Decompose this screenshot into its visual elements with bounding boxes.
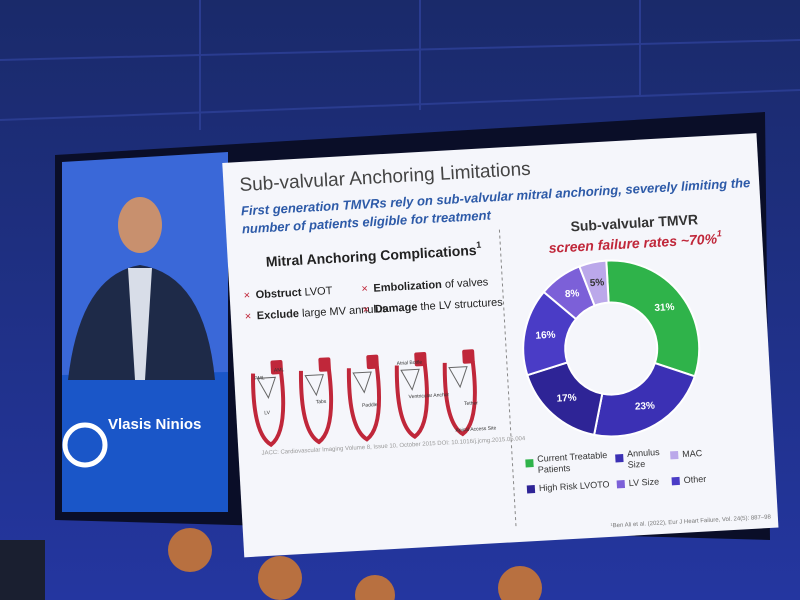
legend: Current TreatablePatients AnnulusSize MAC H…: [525, 447, 706, 494]
legend-label: Other: [683, 474, 706, 485]
device: [256, 376, 277, 399]
bullet-marker: ×: [361, 283, 368, 295]
donut-slice: [605, 259, 701, 378]
diagram-label: PML: [254, 375, 265, 382]
slice-label: 23%: [635, 401, 656, 413]
bullet-list: × Obstruct LVOT × Embolization of valves× Ex…: [243, 276, 503, 323]
legend-swatch: [616, 480, 626, 489]
slide: Sub-valvular Anchoring Limitations First…: [222, 133, 779, 558]
slice-label: 17%: [556, 393, 577, 405]
diagram-label: AML: [274, 367, 285, 374]
device: [304, 374, 324, 397]
slide-bg: [222, 133, 779, 558]
legend-swatch: [525, 459, 534, 468]
slice-label: 16%: [535, 330, 556, 342]
bullet-text: of valves: [445, 276, 490, 290]
slice-label: 8%: [565, 288, 580, 300]
slice-label: 5%: [590, 277, 605, 289]
bullet: Exclude large MV annulus: [257, 303, 389, 322]
heart-outline: [346, 366, 382, 442]
legend-swatch: [671, 476, 680, 486]
bullet-marker: ×: [243, 290, 250, 302]
footnote-mark: 1: [476, 240, 482, 250]
diagram-label: Tabs: [316, 399, 327, 406]
bullet-text: LVOT: [304, 285, 333, 299]
speaker-name: Vlasis Ninios: [108, 416, 201, 433]
bullet-strong: Damage: [374, 301, 417, 315]
legend-swatch: [615, 454, 624, 463]
diagram-label: Paddle: [362, 402, 378, 409]
divider: [498, 229, 517, 530]
bullet: Embolization of valves: [373, 276, 489, 294]
heart-outline: [394, 363, 429, 440]
legend-line: Patients: [538, 463, 572, 475]
device: [352, 371, 372, 394]
bullet-text: large MV annulus: [302, 303, 389, 320]
diagram-label: Ventricular Anchor: [408, 392, 449, 400]
heart-outline: [251, 371, 286, 448]
donut-chart: 31% 23% 17% 16% 8% 5%: [522, 259, 701, 438]
diagram-label: LV: [264, 410, 271, 416]
bullet-marker: ×: [245, 310, 252, 322]
bullet-text: the LV structures: [420, 296, 503, 313]
legend-swatch: [526, 485, 536, 494]
heart-outline: [442, 361, 477, 437]
footnote-mark: 1: [716, 229, 722, 239]
legend-line: Size: [627, 459, 645, 470]
wall-panels: [0, 0, 800, 130]
valve: [462, 349, 475, 364]
valve: [270, 360, 284, 375]
legend-label: AnnulusSize: [627, 447, 661, 470]
bullet-marker: ×: [362, 304, 369, 316]
valve: [318, 357, 331, 372]
stage-lights: [0, 528, 542, 600]
bullet-strong: Embolization: [373, 279, 442, 295]
legend-line: Current Treatable: [537, 450, 607, 464]
heart-outline: [298, 369, 334, 445]
bullet: Obstruct LVOT: [255, 285, 333, 301]
bullet-strong: Obstruct: [255, 287, 302, 302]
diagram-label: Apical Access Site: [455, 425, 496, 433]
legend-label: LV Size: [628, 476, 659, 488]
valve: [414, 351, 427, 367]
chart-title: Sub-valvular TMVR: [570, 211, 698, 234]
video-panel: Vlasis Ninios: [62, 152, 228, 512]
device: [400, 368, 420, 391]
legend-swatch: [670, 450, 679, 460]
valve: [366, 354, 379, 370]
donut-slice: [578, 259, 610, 307]
legend-label: MAC: [682, 448, 703, 459]
anchoring-diagrams: PML AML LV Tabs Paddle Atrial Bottle Ventricul…: [251, 349, 497, 448]
legend-label: High Risk LVOTO: [539, 479, 610, 493]
slice-label: 31%: [654, 302, 675, 314]
device: [448, 366, 468, 389]
bullet: Damage the LV structures: [374, 296, 503, 315]
diagram-label: Tether: [464, 400, 479, 407]
donut-slice: [592, 361, 696, 438]
bullet-strong: Exclude: [257, 308, 300, 322]
legend-label: Current TreatablePatients: [537, 450, 608, 475]
diagram-label: Atrial Bottle: [397, 359, 423, 366]
legend-line: Annulus: [627, 447, 661, 459]
